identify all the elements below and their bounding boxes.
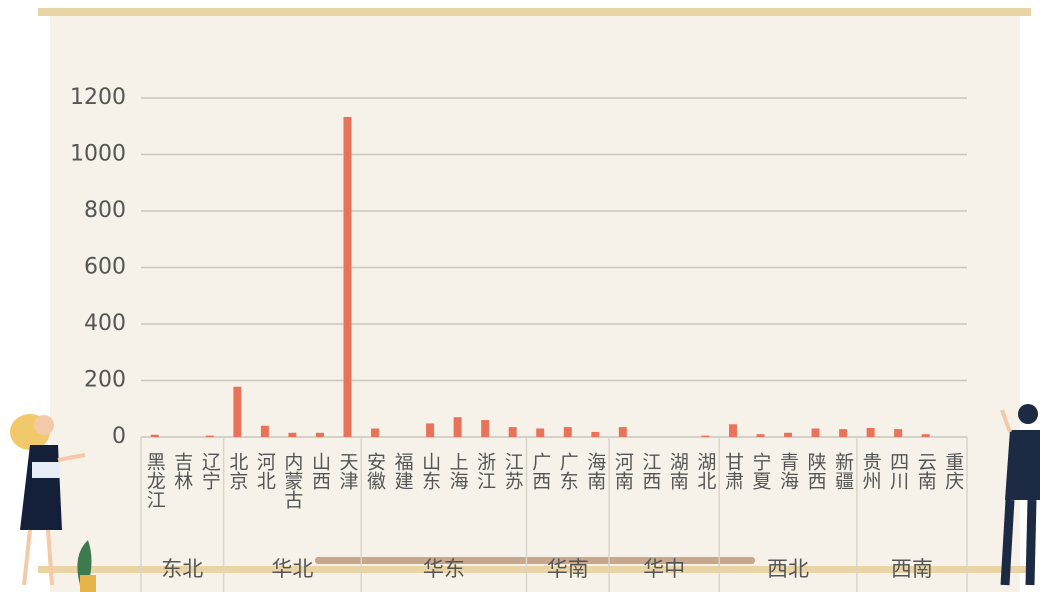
bar (757, 434, 765, 437)
bar (426, 423, 434, 437)
bar (536, 429, 544, 437)
group-label: 西南 (891, 557, 933, 581)
top-bar (38, 8, 1031, 16)
x-tick-label: 江西 (639, 452, 661, 490)
bar (344, 117, 352, 437)
bar (151, 435, 159, 437)
x-tick-label: 北京 (226, 452, 248, 491)
x-tick-label: 海南 (584, 452, 606, 490)
shelf (315, 557, 755, 564)
x-tick-label: 宁夏 (750, 452, 772, 490)
x-tick-label: 广东 (557, 452, 579, 490)
group-label: 华东 (423, 557, 465, 581)
y-tick-label: 0 (112, 424, 126, 449)
bar (481, 420, 489, 437)
bar (454, 417, 462, 437)
bar (316, 433, 324, 437)
x-tick-label: 重庆 (942, 452, 964, 490)
x-tick-label: 湖北 (694, 452, 716, 490)
bar (233, 387, 241, 437)
x-tick-label: 天津 (337, 452, 359, 490)
bar (839, 429, 847, 437)
bar (729, 424, 737, 437)
x-tick-label: 贵州 (860, 452, 882, 490)
bar (371, 429, 379, 437)
x-tick-label: 山东 (419, 452, 441, 490)
x-tick-label: 青海 (777, 452, 799, 490)
x-tick-label: 山西 (309, 452, 331, 490)
bar (812, 429, 820, 437)
bar (619, 427, 627, 437)
bar (922, 434, 930, 437)
x-tick-label: 江苏 (502, 452, 524, 490)
bar (867, 428, 875, 437)
chart: 0 200 400 600 800 1000 1200 黑龙江吉林辽宁北京河北内蒙古山西天津安… (0, 0, 1043, 592)
bar (261, 426, 269, 437)
y-tick-label: 400 (84, 311, 126, 336)
x-tick-label: 内蒙古 (281, 452, 303, 509)
x-tick-label: 辽宁 (199, 452, 221, 490)
bar (784, 433, 792, 437)
y-tick-label: 800 (84, 198, 126, 223)
bar (288, 433, 296, 437)
x-tick-label: 广西 (529, 452, 551, 490)
x-tick-label: 新疆 (832, 452, 854, 490)
y-tick-label: 1000 (70, 142, 126, 167)
group-label: 华北 (271, 557, 313, 581)
x-tick-label: 黑龙江 (144, 452, 166, 509)
x-tick-label: 河北 (254, 452, 276, 490)
panel (50, 14, 1020, 592)
bar (509, 427, 517, 437)
x-tick-label: 浙江 (474, 452, 496, 490)
group-label: 西北 (767, 557, 809, 581)
x-tick-label: 四川 (887, 452, 909, 490)
bar (591, 432, 599, 437)
y-tick-label: 600 (84, 255, 126, 280)
x-tick-label: 湖南 (667, 452, 689, 490)
x-tick-label: 陕西 (805, 452, 827, 490)
bar (564, 427, 572, 437)
group-label: 华南 (547, 557, 589, 581)
x-tick-label: 上海 (447, 452, 469, 490)
x-tick-label: 河南 (612, 452, 634, 490)
y-tick-label: 1200 (70, 85, 126, 110)
bar (701, 436, 709, 437)
x-tick-label: 福建 (392, 452, 414, 490)
bar (894, 429, 902, 437)
x-tick-label: 安徽 (364, 452, 386, 490)
bar (206, 436, 214, 437)
group-label: 华中 (643, 557, 685, 581)
x-tick-label: 吉林 (171, 452, 193, 490)
x-tick-label: 云南 (915, 452, 937, 490)
person-right (1002, 404, 1040, 585)
group-label: 东北 (161, 557, 203, 581)
y-tick-label: 200 (84, 368, 126, 393)
x-tick-label: 甘肃 (722, 452, 744, 490)
